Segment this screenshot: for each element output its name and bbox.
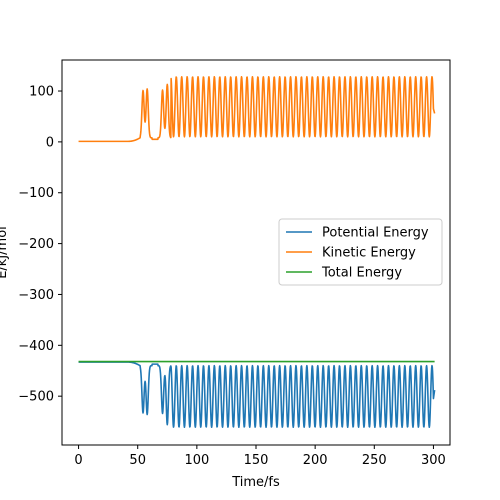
legend-entry-label: Total Energy xyxy=(321,266,402,281)
y-tick-label: −200 xyxy=(18,237,54,252)
x-tick-label: 150 xyxy=(244,453,269,468)
y-tick-label: 0 xyxy=(46,135,54,150)
y-tick-label: −400 xyxy=(18,339,54,354)
y-tick-label: −300 xyxy=(18,288,54,303)
y-tick-label: −500 xyxy=(18,390,54,405)
legend: Potential Energy Kinetic Energy Total Ener… xyxy=(278,218,443,286)
x-tick-label: 200 xyxy=(303,453,328,468)
x-tick-label: 0 xyxy=(74,453,82,468)
legend-entry-label: Potential Energy xyxy=(322,226,429,241)
x-tick-label: 250 xyxy=(362,453,387,468)
series-line-kinetic-energy xyxy=(78,75,436,143)
y-axis-label: E/kJ/mol xyxy=(0,226,10,279)
y-tick-label: 100 xyxy=(29,85,54,100)
x-axis-label: Time/fs xyxy=(231,475,280,490)
series-line-potential-energy xyxy=(78,361,436,428)
y-tick-label: −100 xyxy=(18,186,54,201)
x-tick-label: 300 xyxy=(421,453,446,468)
x-tick-label: 100 xyxy=(184,453,209,468)
x-tick-label: 50 xyxy=(129,453,146,468)
x-axis-ticks: 0 50 100 150 200 250 300 xyxy=(74,445,446,468)
legend-entry-label: Kinetic Energy xyxy=(322,246,416,261)
legend-box xyxy=(278,218,443,286)
y-axis-ticks: 100 0 −100 −200 −300 −400 −500 xyxy=(18,85,62,405)
